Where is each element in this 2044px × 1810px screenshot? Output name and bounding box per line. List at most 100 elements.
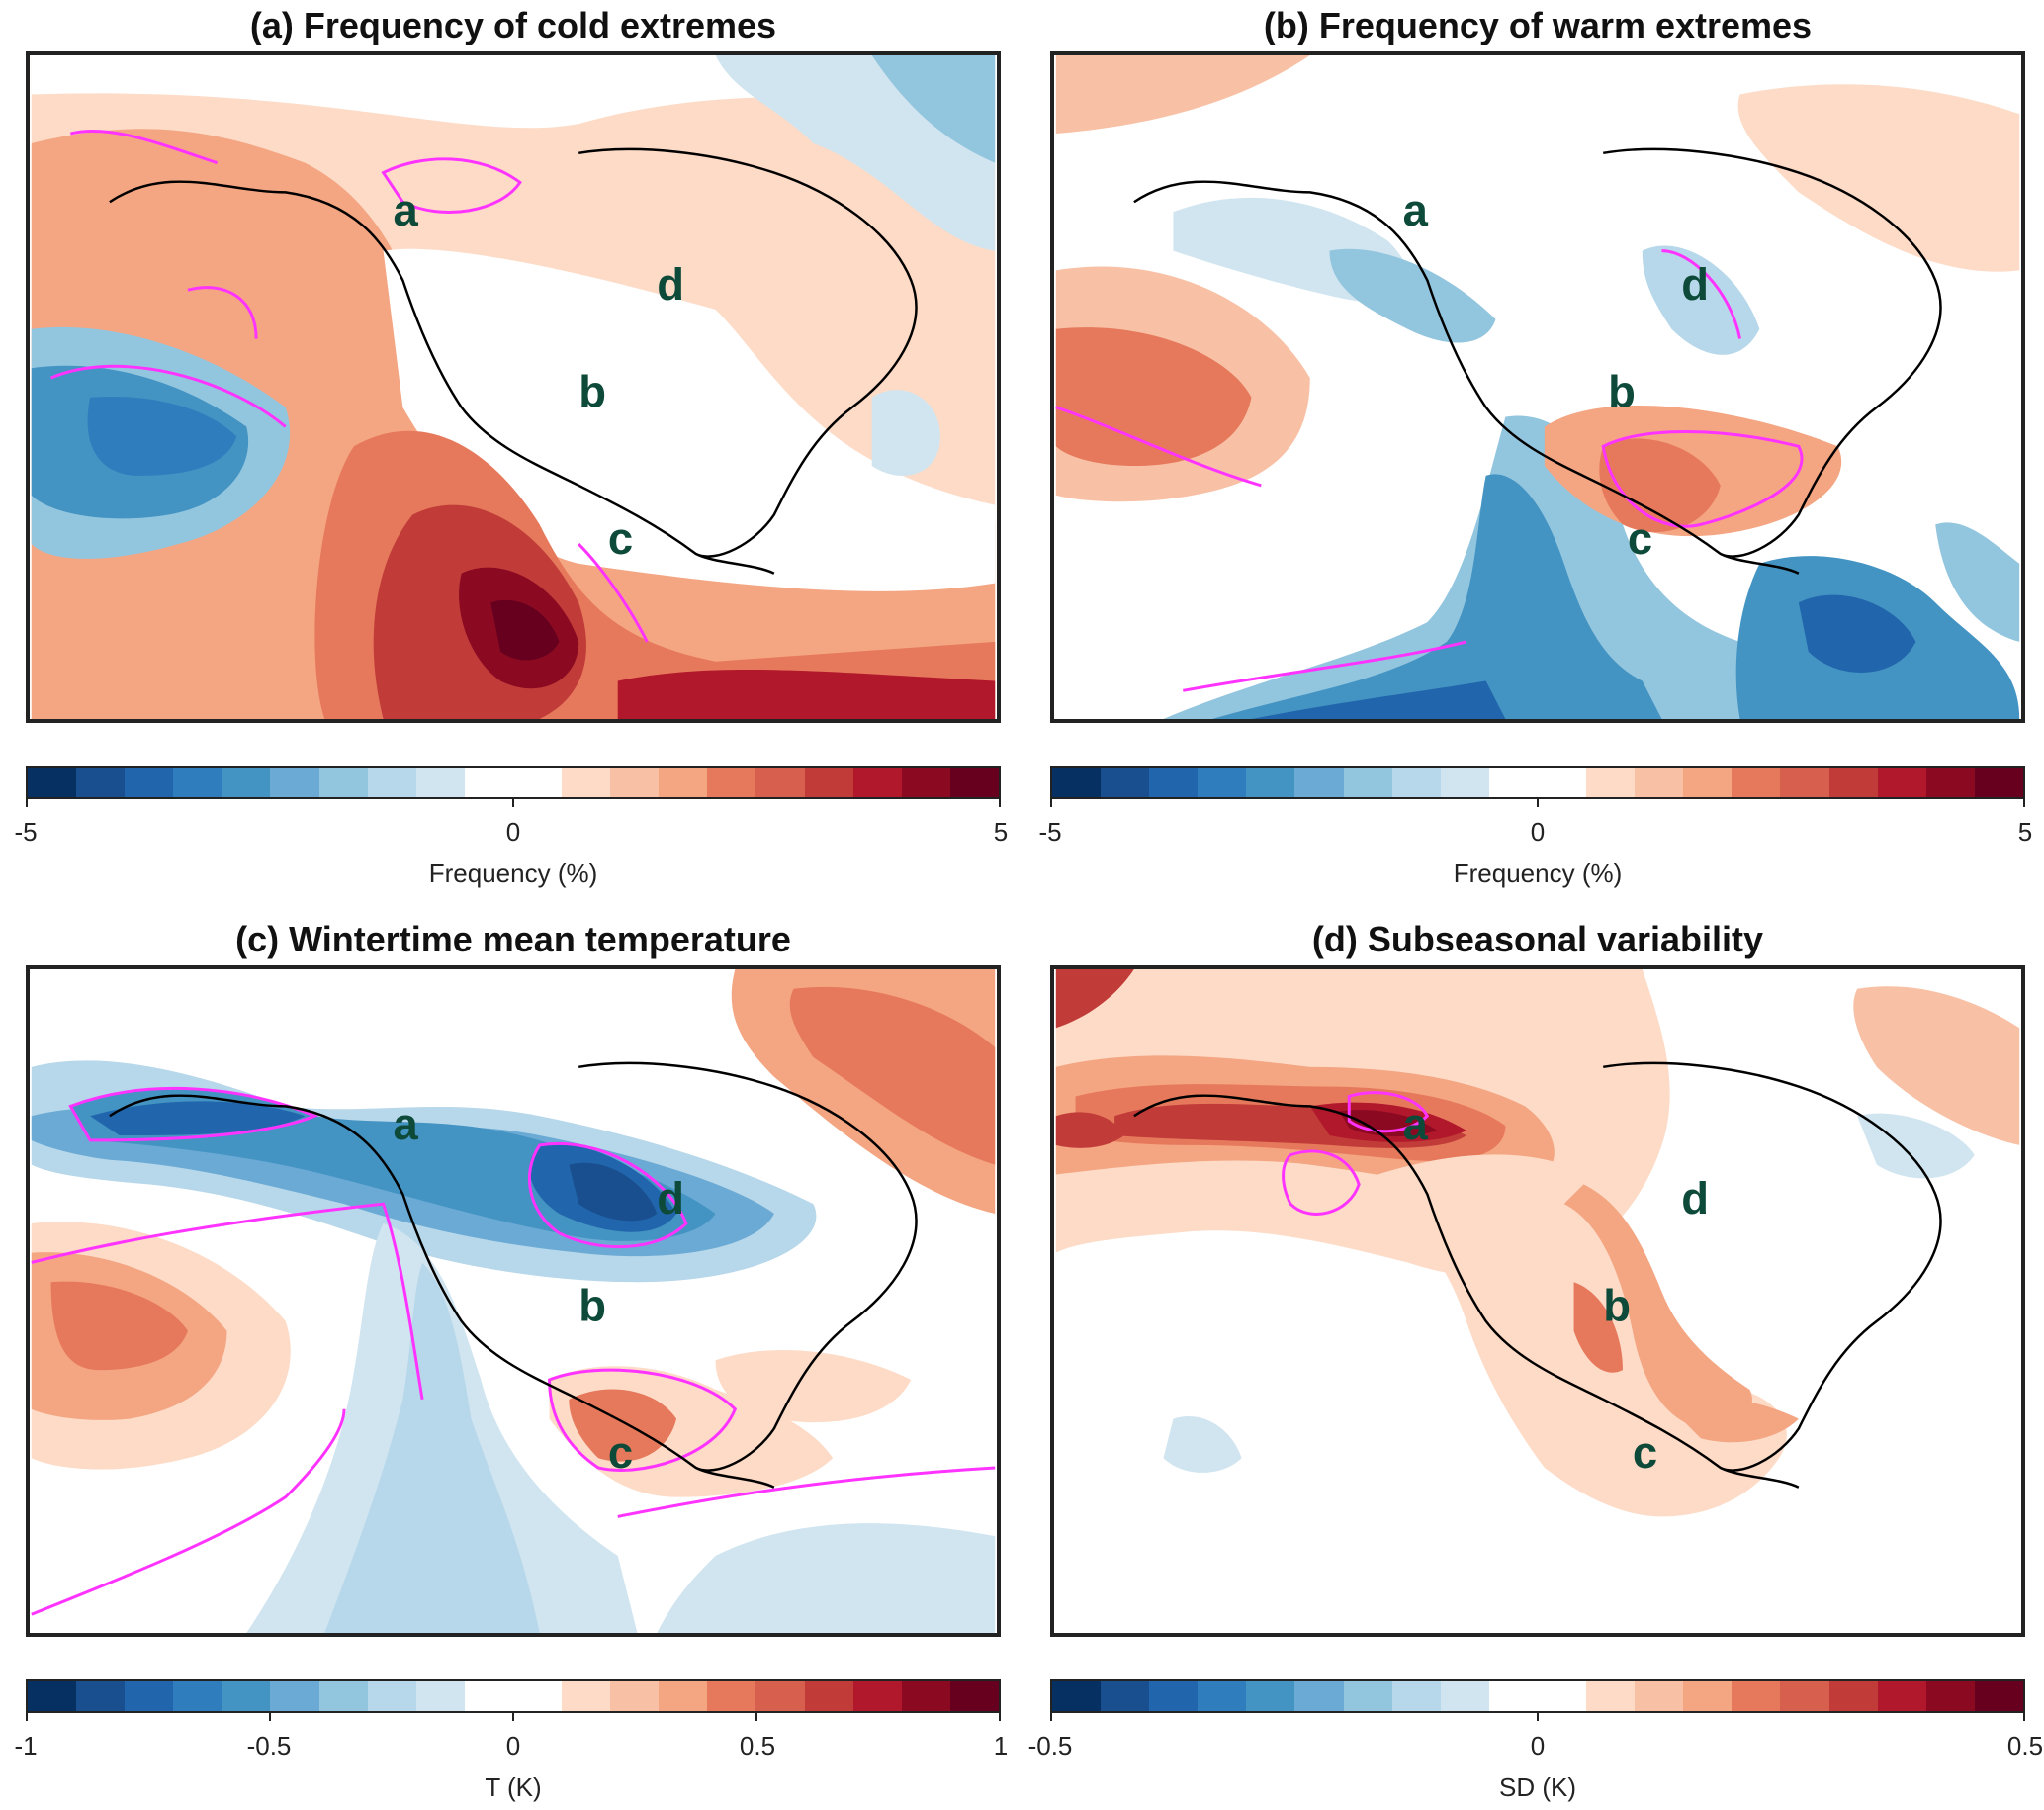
region-label-a: a [1403,1099,1429,1149]
colorbar-segment [1294,1681,1344,1711]
colorbar-tick-label: 0.5 [2006,1731,2044,1761]
colorbar-segment [1246,1681,1295,1711]
colorbar [26,1679,1001,1713]
map-frame: a b c d [26,51,1001,723]
colorbar-tick-mark [1050,799,1052,807]
colorbar-tick-mark [1050,1713,1052,1721]
region-label-d: d [657,1173,684,1223]
colorbar-segment [1343,768,1392,797]
colorbar-segment [1198,1681,1247,1711]
colorbar-segment [1828,1681,1878,1711]
colorbar-segment [125,768,174,797]
colorbar-segment [949,1681,999,1711]
colorbar-segment [76,768,126,797]
colorbar [1050,766,2025,799]
panel-d: (d) Subseasonal variability a b c d [1028,920,2043,1810]
panel-c: (c) Wintertime mean temperature [14,919,1008,1810]
colorbar-segment [1635,1681,1684,1711]
colorbar-segment [562,768,611,797]
colorbar-segment [1537,1681,1587,1711]
colorbar-label: Frequency (%) [1453,859,1623,888]
map-frame: a b c d [1050,51,2025,723]
colorbar-segment [173,768,222,797]
colorbar-segment [1732,768,1781,797]
colorbar-segment [512,768,563,797]
colorbar-segment [1343,1681,1392,1711]
colorbar-segment [852,768,902,797]
colorbar-tick-label: 5 [993,817,1009,847]
colorbar-segment [125,1681,174,1711]
colorbar-segment [659,1681,708,1711]
colorbar-segment [755,1681,805,1711]
region-label-a: a [393,1099,418,1149]
colorbar-tick-label: 0 [1530,817,1546,847]
map-frame: a b c d [26,965,1001,1637]
colorbar-segment [1391,768,1441,797]
colorbar-tick-label: -0.5 [1027,1731,1073,1761]
colorbar-segment [1052,768,1102,797]
colorbar-tick-mark [755,1713,757,1721]
anomaly-map: a b c d [1055,55,2020,719]
colorbar-segment [1101,1681,1150,1711]
map-frame: a b c d [1050,965,2025,1637]
region-label-c: c [608,1427,633,1478]
colorbar-segment [1780,1681,1829,1711]
region-label-a: a [1403,185,1429,235]
colorbar-tick-mark [999,799,1001,807]
colorbar-segment [173,1681,222,1711]
colorbar-tick-label: 0 [505,817,521,847]
colorbar-segment [755,768,805,797]
colorbar-tick-mark [1537,799,1539,807]
panel-title: (c) Wintertime mean temperature [235,919,791,959]
region-label-c: c [608,513,633,564]
colorbar-segment [1198,768,1247,797]
colorbar-segment [367,1681,416,1711]
colorbar [1050,1679,2025,1713]
region-label-b: b [1608,367,1636,417]
colorbar-segment [901,1681,950,1711]
colorbar [26,766,1001,799]
anomaly-map: a b c d [1055,969,2020,1633]
colorbar-segment [1683,768,1733,797]
colorbar-tick-label: 5 [2017,817,2033,847]
colorbar-segment [222,1681,271,1711]
colorbar-segment [1683,1681,1733,1711]
region-label-b: b [1603,1281,1631,1331]
colorbar-segment [1974,768,2023,797]
colorbar-segment [270,768,319,797]
colorbar-segment [1149,768,1199,797]
colorbar-tick-label: -5 [1038,817,1062,847]
colorbar-tick-mark [2023,799,2025,807]
colorbar-segment [707,768,756,797]
region-label-b: b [578,367,606,417]
colorbar-label: Frequency (%) [428,859,598,888]
colorbar-label: SD (K) [1499,1772,1576,1802]
colorbar-segment [1828,768,1878,797]
colorbar-segment [852,1681,902,1711]
colorbar-tick-mark [512,1713,514,1721]
region-label-d: d [1681,259,1709,310]
region-label-a: a [393,185,418,235]
colorbar-tick-label: -1 [14,1731,38,1761]
colorbar-segment [1877,1681,1926,1711]
region-label-c: c [1633,1427,1657,1478]
colorbar-segment [1488,768,1538,797]
colorbar-tick-mark [512,799,514,807]
colorbar-segment [1391,1681,1441,1711]
colorbar-segment [610,768,660,797]
colorbar-segment [949,768,999,797]
colorbar-tick-label: 0 [505,1731,521,1761]
colorbar-segment [804,768,853,797]
colorbar-segment [28,1681,77,1711]
colorbar-segment [76,1681,126,1711]
panel-b: (b) Frequency of warm extremes a b [1038,6,2032,896]
panel-a: (a) Frequency of cold extremes a b [14,5,1008,896]
colorbar-tick-mark [1537,1713,1539,1721]
colorbar-segment [804,1681,853,1711]
region-label-c: c [1628,513,1652,564]
panel-title: (a) Frequency of cold extremes [249,5,777,45]
colorbar-tick-mark [999,1713,1001,1721]
colorbar-segment [1440,768,1489,797]
region-label-d: d [1681,1173,1709,1223]
colorbar-segment [1052,1681,1102,1711]
